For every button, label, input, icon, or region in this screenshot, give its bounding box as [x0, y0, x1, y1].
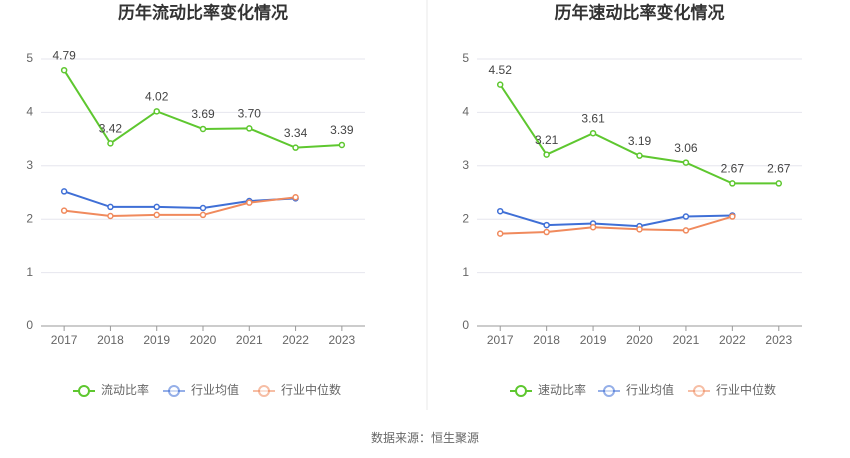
point [496, 207, 504, 215]
point [60, 66, 68, 74]
y-tick-label: 4 [26, 105, 33, 119]
point [636, 226, 643, 233]
x-tick-label: 2017 [487, 333, 514, 347]
y-tick-label: 3 [462, 158, 469, 172]
y-tick-label: 1 [462, 265, 469, 279]
point [729, 213, 736, 220]
point [292, 194, 299, 201]
x-tick-label: 2023 [329, 333, 356, 347]
point [682, 159, 690, 166]
y-tick-label: 0 [26, 318, 33, 332]
legend-label: 速动比率 [538, 382, 586, 397]
point [246, 199, 253, 206]
value-label: 3.39 [330, 123, 354, 137]
point [153, 108, 160, 115]
x-tick-label: 2020 [626, 333, 653, 347]
legend-marker [603, 385, 615, 397]
value-label: 4.79 [52, 48, 76, 62]
value-label: 3.34 [284, 126, 308, 140]
y-tick-label: 3 [26, 158, 33, 172]
point [496, 230, 504, 237]
point [199, 125, 207, 133]
point [107, 140, 114, 147]
point [636, 152, 643, 159]
legend-marker [693, 385, 705, 397]
legend-label: 行业均值 [626, 382, 674, 397]
point [153, 203, 160, 211]
x-tick-label: 2020 [190, 333, 217, 347]
x-tick-label: 2018 [97, 333, 124, 347]
point [496, 81, 504, 88]
y-tick-label: 2 [462, 211, 469, 225]
series-line [499, 210, 733, 228]
point [589, 223, 597, 231]
y-tick-label: 5 [26, 51, 33, 65]
point [729, 180, 736, 187]
legend-marker [258, 385, 270, 397]
point [199, 204, 207, 212]
point [60, 207, 68, 214]
x-tick-label: 2017 [51, 333, 78, 347]
value-label: 3.19 [628, 134, 652, 148]
legend-marker [78, 385, 90, 397]
value-label: 4.02 [145, 90, 169, 104]
legend-marker [515, 385, 527, 397]
legend-label: 行业中位数 [716, 382, 776, 397]
value-label: 3.69 [191, 107, 215, 121]
series-line [500, 215, 733, 235]
y-tick-label: 5 [462, 51, 469, 65]
legend-label: 行业均值 [191, 382, 239, 397]
x-tick-label: 2019 [580, 333, 607, 347]
y-tick-label: 2 [26, 211, 33, 225]
value-label: 3.06 [674, 141, 698, 155]
x-tick-label: 2019 [143, 333, 170, 347]
series-line [64, 196, 296, 217]
value-label: 2.67 [767, 162, 791, 176]
y-tick-label: 0 [462, 318, 469, 332]
x-tick-label: 2021 [673, 333, 700, 347]
chart-title: 历年流动比率变化情况 [118, 2, 288, 22]
x-tick-label: 2021 [236, 333, 263, 347]
chart-title: 历年速动比率变化情况 [555, 2, 725, 22]
legend-marker [168, 385, 180, 397]
value-label: 3.42 [99, 122, 123, 136]
series-line [63, 190, 296, 209]
point [338, 141, 346, 149]
value-label: 4.52 [489, 63, 513, 77]
legend-label: 行业中位数 [281, 382, 341, 397]
point [543, 151, 550, 158]
point [543, 221, 550, 229]
point [775, 180, 783, 187]
point [107, 203, 114, 211]
x-tick-label: 2018 [533, 333, 560, 347]
value-label: 3.70 [238, 107, 262, 121]
point [589, 129, 597, 137]
x-tick-label: 2022 [282, 333, 309, 347]
legend-label: 流动比率 [101, 382, 149, 397]
point [153, 211, 160, 219]
x-tick-label: 2022 [719, 333, 746, 347]
point [682, 213, 690, 220]
point [246, 125, 253, 132]
source: 数据来源：恒生聚源 [371, 430, 479, 445]
point [107, 212, 114, 220]
point [682, 227, 690, 234]
value-label: 2.67 [721, 162, 745, 176]
point [60, 188, 68, 195]
point [199, 211, 207, 219]
x-tick-label: 2023 [765, 333, 792, 347]
value-label: 3.21 [535, 133, 559, 147]
point [543, 228, 550, 236]
point [292, 144, 299, 151]
y-tick-label: 1 [26, 265, 33, 279]
y-tick-label: 4 [462, 105, 469, 119]
value-label: 3.61 [581, 111, 605, 125]
